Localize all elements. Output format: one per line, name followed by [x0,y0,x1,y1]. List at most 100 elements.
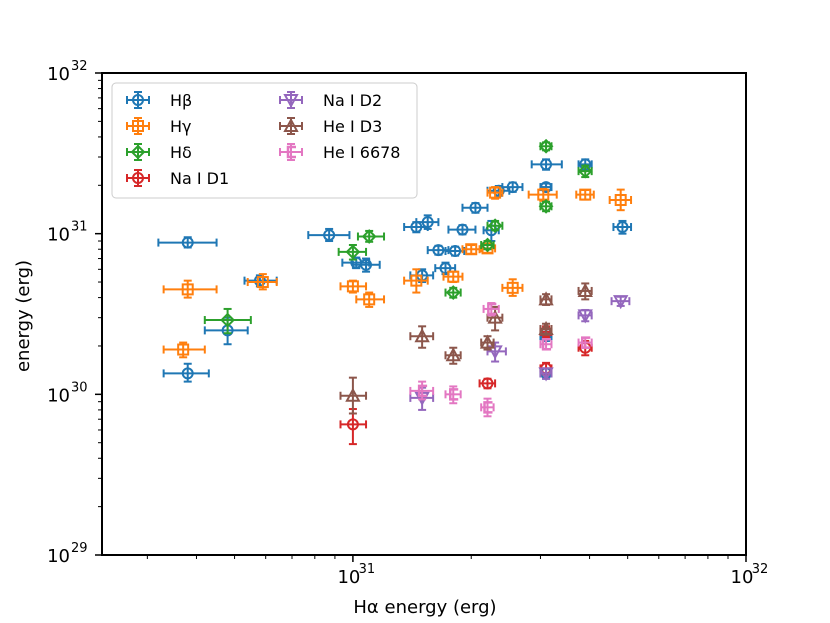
circle-marker [323,229,336,242]
bracket-marker [417,384,428,398]
triangle-down-marker [283,94,299,109]
square-marker [447,270,460,283]
data-point [444,346,462,365]
diamond-marker [487,218,503,234]
data-point [538,291,554,306]
data-point [577,282,593,301]
circle-marker [616,221,629,234]
series-1 [162,186,633,359]
data-point [339,279,368,294]
legend-label: He I 6678 [323,143,400,162]
circle-marker [181,367,194,380]
data-point [444,285,462,300]
bracket-marker [449,388,459,401]
series-6 [409,302,593,418]
legend-entry: He I D3 [279,117,382,136]
data-point [575,188,595,201]
triangle-up-marker [283,117,299,132]
data-point [538,320,554,336]
data-point [478,377,497,390]
bracket-marker [487,302,497,316]
circle-marker [506,181,519,194]
square-marker [410,274,423,287]
data-point [530,158,563,171]
circle-marker [469,201,482,214]
data-point [442,270,464,284]
square-marker [132,120,144,132]
data-point [157,236,218,249]
triangle-up-marker [538,320,554,336]
bracket-marker [580,336,591,349]
y-tick-exponent: 29 [71,541,88,556]
data-point [461,243,481,256]
data-point [482,302,500,317]
data-point [539,181,553,194]
triangle-up-marker [479,334,496,349]
triangle-down-marker [487,345,503,360]
data-point [337,244,368,261]
legend-box [111,82,418,199]
y-tick-exponent: 31 [71,220,88,235]
square-marker [614,194,627,207]
plot-frame [101,72,747,556]
diamond-marker [538,138,554,154]
data-point [409,325,435,349]
data-point [246,273,278,291]
data-point [486,186,504,200]
legend-label: He I D3 [323,117,382,136]
legend-entry: Hδ [126,143,192,162]
triangle-down-marker [538,367,554,382]
data-point [577,308,593,324]
y-tick-label: 10 [47,225,70,246]
legend-label: Na I D1 [170,169,229,188]
data-point [409,380,435,401]
legend-entry: Na I D2 [279,91,382,110]
y-axis-label: energy (erg) [13,260,34,372]
legend-entry: Na I D1 [126,169,229,188]
data-point [203,307,252,335]
data-point [461,201,489,214]
legend-label: Hδ [170,143,192,162]
legend-entry: Hγ [126,117,192,136]
legend-entry: He I 6678 [279,143,400,162]
circle-marker [492,184,505,197]
y-tick-exponent: 32 [71,59,88,74]
data-point [356,229,386,244]
x-axis-label: Hα energy (erg) [353,597,496,618]
triangle-up-marker [577,282,593,297]
x-tick-label: 10 [337,567,360,588]
y-tick-label: 10 [47,385,70,406]
triangle-up-marker [414,328,430,343]
data-point [444,385,462,405]
square-marker [506,281,519,294]
legend-label: Hγ [170,117,192,136]
x-tick-exponent: 32 [752,562,769,577]
square-marker [363,293,376,306]
circle-marker [540,158,553,171]
y-tick-label: 10 [47,64,70,85]
circle-marker [540,181,553,194]
diamond-marker [361,229,377,244]
data-point [539,337,553,351]
series-5 [339,282,593,415]
series-2 [203,138,593,335]
data-point [479,334,496,351]
data-point [355,291,386,308]
circle-marker [253,274,266,287]
data-point [403,268,429,294]
triangle-down-marker [613,295,629,310]
data-point [480,397,495,418]
x-tick-label: 10 [731,567,754,588]
y-tick-label: 10 [47,546,70,567]
circle-marker [432,244,445,257]
square-marker [537,188,550,201]
data-point [415,214,440,230]
legend: Hβ Hγ Hδ Na I D1 Na I D2 He I D3 He I 6678 [111,82,418,199]
data-point [538,367,554,382]
data-marks [157,138,633,446]
bracket-marker [286,145,296,159]
y-tick-exponent: 30 [71,380,88,395]
circle-marker [449,245,462,258]
